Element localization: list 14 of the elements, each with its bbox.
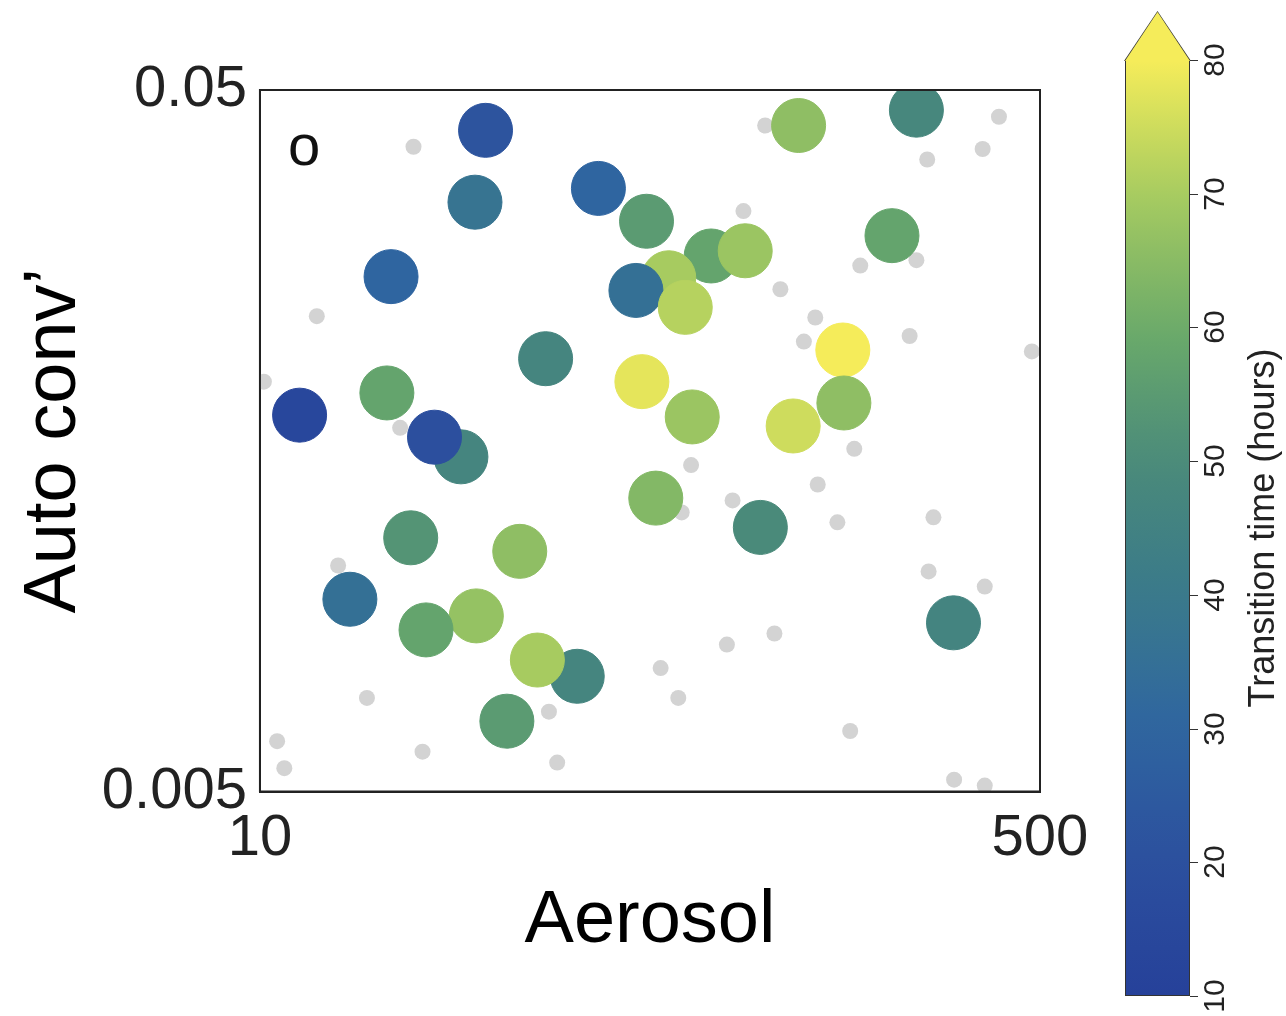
color-bar-title: Transition time (hours): [1241, 348, 1283, 708]
y-tick-label: 0.05: [134, 53, 247, 118]
color-bar-label: 30: [1197, 711, 1231, 746]
color-bar-label: 60: [1197, 310, 1231, 345]
color-bar-label: 80: [1197, 43, 1231, 77]
color-bar-label: 20: [1197, 845, 1231, 879]
color-bar-label: 70: [1197, 177, 1231, 211]
annotation: o: [287, 112, 321, 177]
x-tick-label: 500: [991, 802, 1089, 868]
color-bar-label: 50: [1197, 444, 1231, 478]
color-bar-label: 10: [1197, 979, 1231, 1013]
y-axis-title: Auto conv’: [7, 268, 91, 614]
color-bar-label: 40: [1197, 578, 1231, 612]
x-axis-title: Aerosol: [524, 875, 776, 959]
